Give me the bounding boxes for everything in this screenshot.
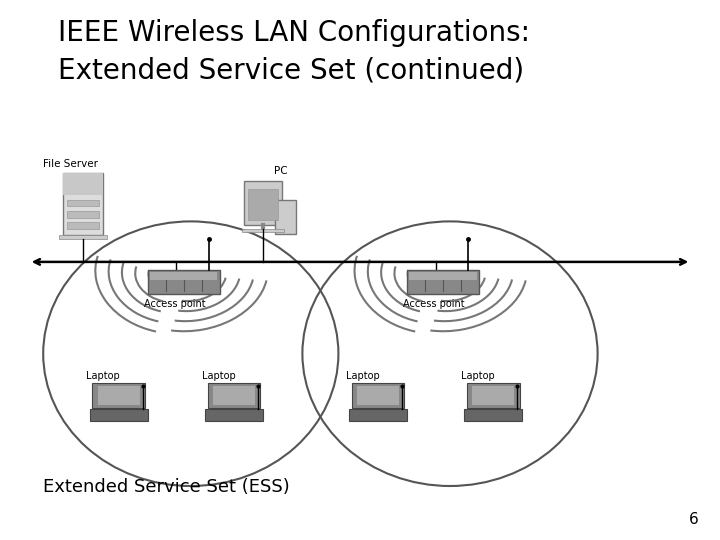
Text: 6: 6 (688, 511, 698, 526)
FancyBboxPatch shape (244, 181, 282, 225)
FancyBboxPatch shape (248, 189, 278, 220)
Text: Extended Service Set (continued): Extended Service Set (continued) (58, 57, 523, 85)
FancyBboxPatch shape (67, 211, 99, 218)
FancyBboxPatch shape (92, 383, 145, 408)
Text: Extended Service Set (ESS): Extended Service Set (ESS) (43, 478, 290, 496)
Text: PC: PC (274, 165, 287, 176)
FancyBboxPatch shape (148, 270, 220, 294)
Text: File Server: File Server (43, 159, 98, 169)
Text: IEEE Wireless LAN Configurations:: IEEE Wireless LAN Configurations: (58, 19, 530, 47)
Text: Laptop: Laptop (86, 370, 120, 381)
FancyBboxPatch shape (90, 409, 148, 421)
FancyBboxPatch shape (349, 409, 407, 421)
Text: Laptop: Laptop (202, 370, 235, 381)
FancyBboxPatch shape (243, 228, 284, 232)
FancyBboxPatch shape (205, 409, 263, 421)
FancyBboxPatch shape (464, 409, 522, 421)
Text: Access point: Access point (144, 299, 206, 309)
FancyBboxPatch shape (150, 272, 217, 280)
FancyBboxPatch shape (63, 173, 103, 235)
FancyBboxPatch shape (275, 200, 296, 234)
FancyBboxPatch shape (357, 387, 399, 405)
FancyBboxPatch shape (213, 387, 255, 405)
FancyBboxPatch shape (409, 272, 477, 280)
FancyBboxPatch shape (467, 383, 520, 408)
FancyBboxPatch shape (351, 383, 405, 408)
FancyBboxPatch shape (59, 235, 107, 239)
FancyBboxPatch shape (407, 270, 479, 294)
FancyBboxPatch shape (207, 383, 261, 408)
FancyBboxPatch shape (63, 173, 103, 194)
FancyBboxPatch shape (67, 199, 99, 206)
Text: Laptop: Laptop (461, 370, 495, 381)
Text: Access point: Access point (403, 299, 465, 309)
FancyBboxPatch shape (67, 222, 99, 229)
FancyBboxPatch shape (98, 387, 140, 405)
FancyBboxPatch shape (472, 387, 514, 405)
Text: Laptop: Laptop (346, 370, 379, 381)
